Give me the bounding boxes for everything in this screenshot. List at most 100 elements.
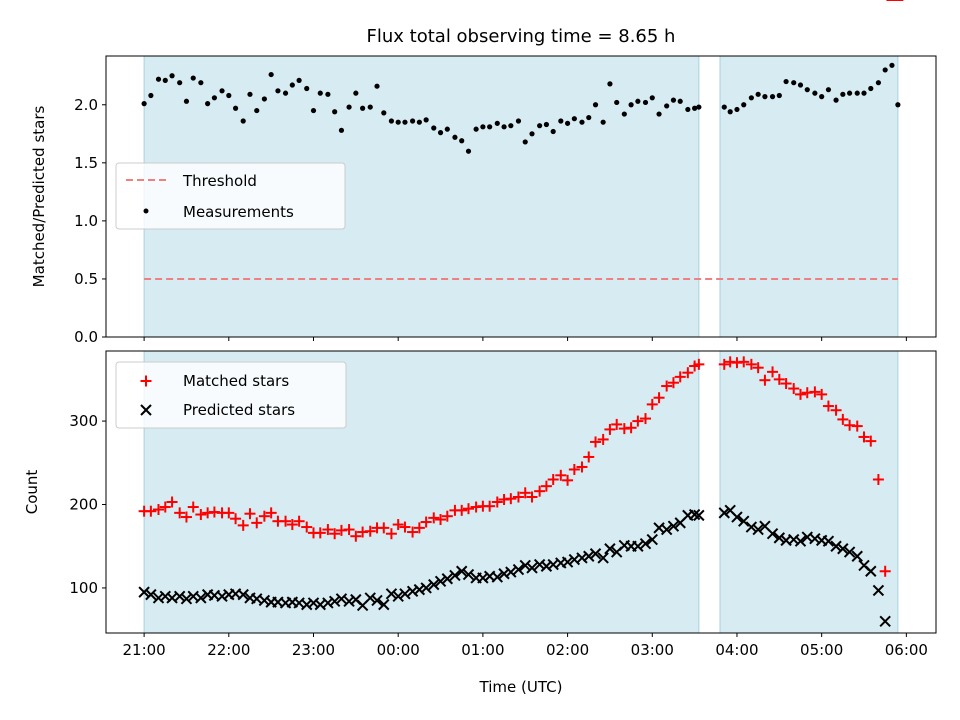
matched-star-point (286, 519, 298, 531)
predicted-star-point (604, 543, 616, 555)
matched-stars-series (138, 0, 904, 577)
matched-star-point (505, 493, 517, 505)
matched-star-point (265, 507, 277, 519)
matched-star-point (322, 524, 334, 536)
predicted-star-point (420, 582, 432, 594)
matched-star-point (364, 525, 376, 537)
matched-star-point (280, 515, 292, 527)
predicted-star-point (872, 584, 885, 597)
predicted-star-point (731, 511, 743, 523)
matched-star-point (562, 474, 574, 486)
predicted-star-point (646, 533, 658, 546)
marker-stroke (843, 546, 856, 558)
measurement-point (169, 73, 175, 79)
measurement-point (141, 101, 147, 107)
matched-star-point (568, 463, 580, 475)
measurement-point (289, 82, 295, 88)
matched-star-point (413, 522, 425, 534)
marker-stroke (237, 588, 249, 601)
measurement-point (621, 111, 627, 117)
measurement-point (664, 103, 670, 109)
measurement-point (649, 95, 655, 101)
measurement-point (332, 109, 338, 115)
matched-star-point (590, 436, 602, 448)
measurement-point (895, 102, 901, 108)
predicted-star-point (688, 508, 701, 521)
predicted-star-point (660, 523, 673, 536)
predicted-star-point (718, 507, 730, 519)
predicted-star-point (794, 535, 807, 547)
marker-stroke (328, 595, 341, 608)
y-tick-label: 100 (69, 579, 98, 597)
matched-star-point (223, 507, 235, 519)
measurement-point (162, 77, 168, 83)
measurement-point (642, 99, 649, 106)
measurement-point (282, 90, 289, 96)
matched-star-point (159, 501, 171, 513)
marker-stroke (138, 586, 150, 598)
measurement-point (543, 121, 550, 128)
measurement-point (847, 90, 853, 96)
x-tick-label: 21:00 (122, 641, 165, 659)
marker-stroke (392, 590, 404, 602)
marker-stroke (568, 553, 581, 566)
marker-stroke (526, 562, 538, 574)
predicted-star-point (512, 563, 525, 576)
matched-legend-label: Matched stars (183, 372, 289, 390)
measurement-point (310, 107, 317, 114)
predicted-star-point (879, 615, 891, 628)
matched-star-point (392, 519, 404, 531)
predicted-star-point (837, 543, 849, 555)
predicted-star-point (597, 552, 609, 564)
predicted-star-point (441, 573, 454, 585)
y-tick-label: 1.5 (74, 154, 98, 172)
marker-stroke (547, 558, 559, 571)
legend-x-marker (140, 404, 152, 416)
matched-star-point (187, 501, 199, 513)
measurement-point (875, 80, 882, 86)
matched-star-point (456, 504, 468, 516)
measurement-point (155, 76, 162, 82)
marker-stroke (660, 523, 673, 536)
measurement-point (346, 104, 352, 110)
predicted-star-point (632, 540, 644, 552)
predicted-star-point (809, 533, 821, 545)
measurement-point (211, 95, 218, 101)
predicted-star-point (216, 590, 228, 602)
marker-stroke (865, 565, 877, 577)
measurement-point (854, 90, 860, 96)
predicted-star-point (561, 556, 574, 568)
marker-stroke (385, 588, 398, 600)
ratio-axes-frame (105, 55, 937, 338)
matched-star-point (244, 508, 256, 520)
x-tick-label: 02:00 (546, 641, 589, 659)
x-tick-label: 01:00 (461, 641, 504, 659)
matched-star-point (491, 496, 503, 508)
marker-stroke (307, 597, 320, 609)
measurement-point (353, 90, 359, 96)
matched-star-point (258, 510, 270, 522)
measurement-point (529, 131, 535, 137)
matched-star-point (837, 413, 849, 425)
matched-star-point (441, 510, 453, 522)
measurement-point (825, 87, 832, 93)
marker-stroke (166, 592, 178, 604)
predicted-star-point (258, 594, 271, 607)
measurement-point (734, 106, 740, 113)
measurement-point (804, 87, 810, 93)
marker-stroke (434, 575, 447, 587)
chart-title: Flux total observing time = 8.65 h (367, 26, 676, 47)
predicted-star-point (195, 592, 207, 604)
predicted-star-point (462, 568, 475, 581)
marker-stroke (406, 585, 419, 597)
predicted-star-point (519, 559, 531, 572)
measurement-point (190, 75, 196, 81)
measurement-point (762, 94, 768, 100)
marker-stroke (597, 552, 609, 564)
marker-stroke (140, 404, 152, 416)
matched-star-point (166, 496, 178, 508)
predicted-star-point (456, 565, 468, 577)
predicted-star-point (498, 568, 510, 580)
predicted-star-point (392, 590, 404, 602)
predicted-stars-series (138, 0, 903, 628)
